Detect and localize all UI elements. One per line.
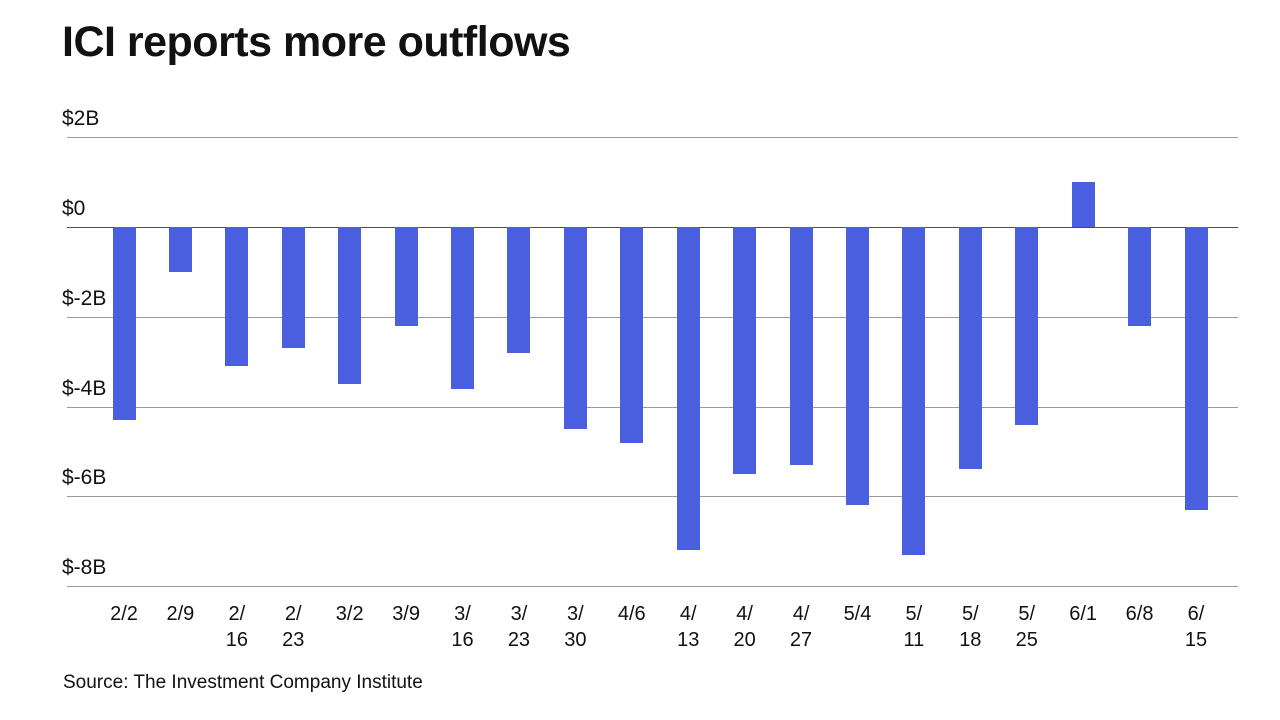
x-axis-category-label: 4/ 20 [733, 603, 756, 651]
bar [1184, 227, 1208, 510]
y-axis-tick-label: $-8B [62, 556, 107, 580]
bar [789, 227, 813, 465]
x-axis-category-label: 3/ 30 [564, 603, 587, 651]
bar [845, 227, 869, 506]
bar [338, 227, 362, 385]
zero-axis-line [67, 227, 1238, 228]
bar [902, 227, 926, 555]
x-axis-category-label: 3/ 23 [507, 603, 531, 651]
y-axis-tick-label: $0 [62, 197, 86, 220]
x-axis-category-label: 4/6 [617, 603, 646, 625]
x-axis-category-label: 4/ 13 [677, 603, 700, 651]
gridline [67, 406, 1238, 408]
gridline [67, 316, 1238, 318]
bar [112, 227, 136, 421]
bar [451, 227, 475, 389]
bar [394, 227, 418, 326]
x-axis-category-label: 4/ 27 [789, 603, 813, 651]
bar [1128, 227, 1152, 326]
x-axis-category-label: 2/ 23 [282, 603, 305, 651]
x-axis-category-label: 2/9 [166, 603, 195, 625]
bar [281, 227, 305, 349]
bar [225, 227, 249, 367]
bar [168, 227, 192, 272]
x-axis-category-label: 3/2 [335, 603, 364, 625]
x-axis-category-label: 6/ 15 [1184, 603, 1208, 651]
x-axis-category-label: 2/ 16 [225, 603, 248, 651]
x-axis-category-label: 5/ 25 [1015, 603, 1038, 651]
bar [676, 227, 700, 551]
gridline [67, 137, 1238, 139]
x-axis-category-label: 6/8 [1125, 603, 1154, 625]
x-axis-category-label: 3/ 16 [451, 603, 474, 651]
bar [507, 227, 531, 353]
chart-title: ICI reports more outflows [62, 18, 571, 66]
bar [1015, 227, 1039, 425]
bar [1071, 182, 1095, 227]
x-axis-category-label: 2/2 [110, 603, 138, 625]
x-axis-category-label: 5/ 18 [959, 603, 982, 651]
gridline [67, 586, 1238, 588]
bar [563, 227, 587, 430]
source-note: Source: The Investment Company Institute [63, 672, 423, 693]
bar [958, 227, 982, 470]
gridline [67, 496, 1238, 498]
y-axis-tick-label: $-2B [62, 286, 107, 310]
y-axis-tick-label: $-6B [62, 466, 107, 490]
y-axis-tick-label: $-4B [62, 376, 107, 400]
x-axis-category-label: 5/4 [843, 603, 872, 625]
bar [733, 227, 757, 474]
y-axis-tick-label: $2B [62, 107, 100, 131]
bar [620, 227, 644, 443]
x-axis-category-label: 3/9 [392, 603, 420, 625]
x-axis-category-label: 5/ 11 [903, 603, 925, 651]
x-axis-category-label: 6/1 [1069, 603, 1098, 625]
